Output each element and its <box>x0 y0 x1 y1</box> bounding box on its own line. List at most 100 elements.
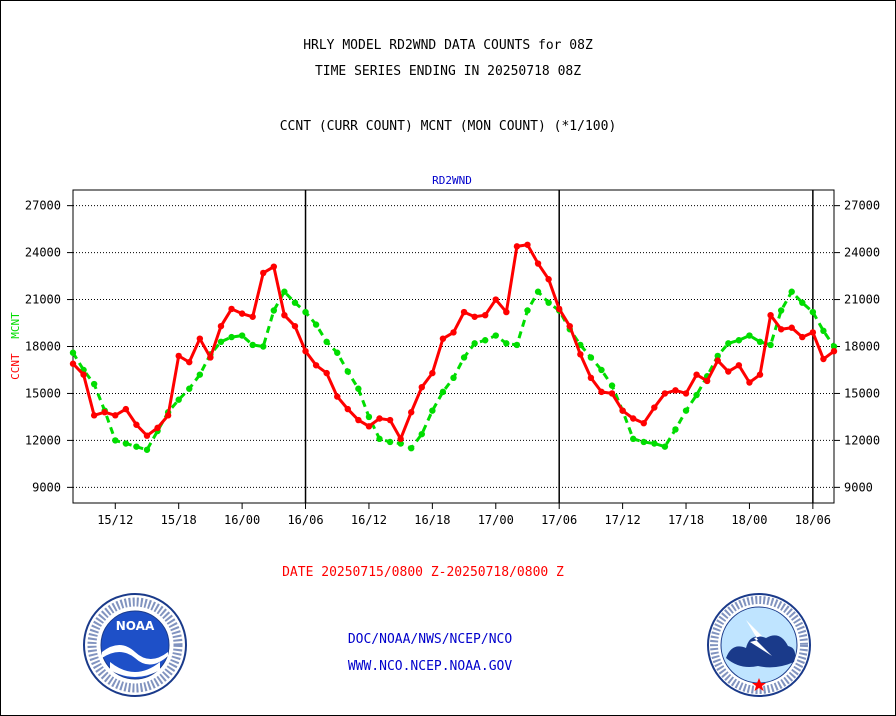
data-point-ccnt <box>608 390 616 397</box>
data-point-ccnt <box>492 296 499 303</box>
data-point-ccnt <box>429 369 436 377</box>
data-point-ccnt <box>175 352 182 360</box>
data-point-ccnt <box>418 383 425 391</box>
x-tick-label: 18/06 <box>795 513 831 527</box>
data-point-mcnt <box>217 338 225 346</box>
data-point-ccnt <box>788 324 795 331</box>
data-point-ccnt <box>101 409 108 416</box>
data-point-ccnt <box>820 355 827 363</box>
data-point-ccnt <box>830 347 838 355</box>
y-axis-label-ccnt: CCNT <box>9 353 22 380</box>
series-layer <box>69 241 838 453</box>
y-tick-label-right: 15000 <box>844 386 880 400</box>
data-point-mcnt <box>640 438 647 446</box>
data-point-mcnt <box>196 371 204 378</box>
data-point-ccnt <box>693 371 700 378</box>
data-point-ccnt <box>408 409 415 416</box>
data-point-mcnt <box>291 299 299 306</box>
x-tick-label: 18/00 <box>731 513 767 527</box>
data-point-ccnt <box>682 390 690 397</box>
day-separators <box>304 190 814 503</box>
data-point-ccnt <box>513 243 521 250</box>
data-point-mcnt <box>608 382 616 389</box>
footer-link-doc[interactable]: DOC/NOAA/NWS/NCEP/NCO <box>347 632 513 647</box>
data-point-ccnt <box>154 424 161 432</box>
data-point-ccnt <box>651 404 658 411</box>
data-point-ccnt <box>587 374 595 381</box>
y-tick-label-right: 21000 <box>844 293 880 307</box>
data-point-ccnt <box>598 388 605 396</box>
data-point-mcnt <box>788 288 795 295</box>
data-point-ccnt <box>323 369 330 377</box>
data-point-ccnt <box>312 362 320 369</box>
date-range: DATE 20250715/0800 Z-20250718/0800 Z <box>282 565 564 580</box>
data-point-ccnt <box>281 312 288 319</box>
data-point-ccnt <box>186 358 193 366</box>
data-point-ccnt <box>376 415 383 422</box>
panel-title: RD2WND <box>432 174 472 187</box>
data-point-mcnt <box>323 338 330 346</box>
data-point-mcnt <box>334 349 341 356</box>
data-point-mcnt <box>629 435 637 443</box>
data-point-ccnt <box>756 371 764 378</box>
data-point-mcnt <box>661 443 669 450</box>
chart-subtitle: CCNT (CURR COUNT) MCNT (MON COUNT) (*1/1… <box>279 119 617 134</box>
data-point-mcnt <box>471 340 478 347</box>
data-point-ccnt <box>344 405 352 413</box>
y-tick-label-left: 18000 <box>25 340 61 354</box>
data-point-mcnt <box>460 354 468 361</box>
data-point-mcnt <box>756 338 764 346</box>
data-point-mcnt <box>534 288 542 295</box>
data-point-mcnt <box>714 352 721 360</box>
data-point-mcnt <box>90 380 98 388</box>
data-point-mcnt <box>746 332 753 339</box>
data-point-mcnt <box>228 333 235 341</box>
data-point-mcnt <box>830 343 838 350</box>
data-point-mcnt <box>143 446 151 453</box>
data-point-mcnt <box>820 327 827 335</box>
data-point-mcnt <box>355 385 362 392</box>
data-point-ccnt <box>196 335 204 342</box>
y-axis-label: CCNT MCNT <box>9 312 22 380</box>
data-point-ccnt <box>334 393 341 400</box>
footer-link-www[interactable]: WWW.NCO.NCEP.NOAA.GOV <box>347 659 513 674</box>
data-point-mcnt <box>492 332 499 339</box>
data-point-mcnt <box>809 308 817 316</box>
data-point-ccnt <box>90 412 98 419</box>
data-point-mcnt <box>408 445 415 452</box>
y-tick-label-left: 15000 <box>25 386 61 400</box>
data-point-mcnt <box>482 337 489 344</box>
series-line-ccnt <box>71 243 835 441</box>
chart-title: HRLY MODEL RD2WND DATA COUNTS for 08Z <box>303 38 593 53</box>
data-point-mcnt <box>725 340 732 347</box>
data-point-mcnt <box>281 288 288 295</box>
x-tick-label: 17/12 <box>605 513 641 527</box>
y-tick-label-right: 12000 <box>844 433 880 447</box>
x-tick-label: 17/00 <box>478 513 514 527</box>
data-point-ccnt <box>450 329 457 336</box>
y-tick-label-right: 24000 <box>844 246 880 260</box>
data-point-ccnt <box>809 329 817 336</box>
data-point-mcnt <box>312 321 320 328</box>
data-point-ccnt <box>777 326 785 333</box>
data-point-mcnt <box>365 413 373 421</box>
data-point-ccnt <box>629 415 637 422</box>
data-point-ccnt <box>249 313 256 320</box>
data-point-ccnt <box>270 263 278 270</box>
data-point-ccnt <box>80 371 87 378</box>
data-point-mcnt <box>439 388 447 396</box>
data-point-ccnt <box>799 333 806 341</box>
x-tick-label: 16/12 <box>351 513 387 527</box>
series-mcnt <box>69 288 838 453</box>
x-tick-label: 16/18 <box>414 513 450 527</box>
data-point-ccnt <box>112 412 119 419</box>
chart-title-line2: TIME SERIES ENDING IN 20250718 08Z <box>314 64 582 79</box>
y-tick-label-right: 27000 <box>844 199 880 213</box>
data-point-ccnt <box>122 405 130 413</box>
data-point-mcnt <box>186 385 193 392</box>
data-point-ccnt <box>545 276 552 283</box>
data-point-ccnt <box>260 269 267 277</box>
data-point-mcnt <box>651 440 658 447</box>
data-point-ccnt <box>164 412 172 419</box>
data-point-ccnt <box>661 390 669 397</box>
